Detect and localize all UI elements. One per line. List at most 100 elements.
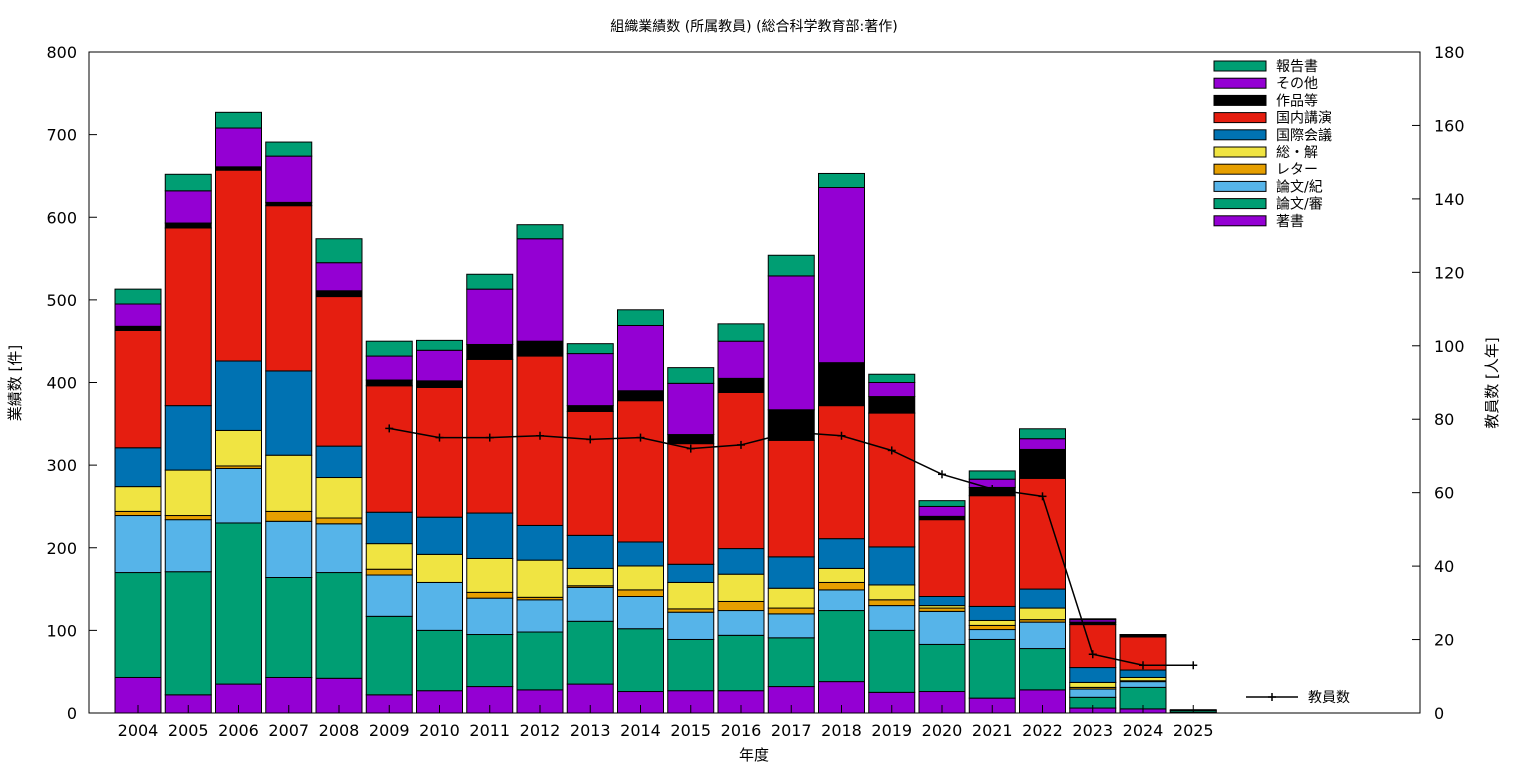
bar-segment-2016-s3	[717, 600, 765, 612]
y-tick-label: 700	[46, 126, 77, 145]
bar-segment-2012-s8	[516, 238, 564, 342]
bar-segment-2016-s2	[717, 610, 765, 636]
axes-layer: 0 100 200 300 400 500 600 700 800 0 20 40 60 80 100 120…	[46, 43, 1464, 740]
bar-segment-2005-s5	[164, 405, 212, 471]
bar-segment-2006-s1	[215, 522, 262, 685]
bar-segment-2021-s6	[968, 495, 1016, 607]
bar-segment-2012-s5	[516, 524, 564, 561]
y2-tick-label: 20	[1434, 631, 1454, 650]
bar-segment-2018-s4	[818, 567, 865, 583]
bar-segment-2006-s4	[215, 429, 262, 467]
bar-segment-2006-s6	[215, 169, 262, 362]
legend-item-5: 国際会議	[1213, 127, 1332, 144]
bar-segment-2016-s7	[717, 377, 765, 393]
bar-segment-2009-s2	[365, 574, 413, 617]
legend-label: 作品等	[1276, 92, 1318, 109]
bar-segment-2014-s9	[617, 309, 664, 326]
y-tick-label: 800	[46, 43, 77, 62]
bar-segment-2021-s4	[968, 619, 1016, 626]
x-tick-label: 2023	[1072, 721, 1113, 740]
bar-segment-2018-s3	[818, 581, 865, 591]
bar-segment-2011-s5	[466, 512, 514, 559]
y2-tick-label: 80	[1434, 410, 1454, 429]
bar-segment-2019-s3	[868, 599, 916, 607]
x-tick-label: 2008	[319, 721, 360, 740]
bar-segment-2004-s9	[114, 288, 162, 305]
legend-label: 総・解	[1276, 145, 1318, 161]
bar-segment-2004-s3	[114, 510, 162, 517]
bar-segment-2006-s9	[215, 111, 262, 129]
bar-segment-2005-s1	[164, 571, 212, 696]
bar-segment-2006-s8	[215, 127, 262, 168]
bar-segment-2015-s8	[667, 382, 715, 436]
bar-segment-2017-s6	[767, 439, 815, 558]
x-tick-label: 2024	[1123, 721, 1164, 740]
bar-segment-2007-s4	[265, 454, 313, 512]
faculty-count-point-2018	[837, 431, 846, 440]
y-tick-label: 0	[67, 704, 77, 723]
faculty-count-point-2009	[385, 424, 394, 433]
bar-segment-2017-s8	[767, 275, 815, 411]
bar-segment-2004-s8	[114, 303, 162, 327]
x-axis-title: 年度	[739, 746, 769, 764]
bar-segment-2008-s3	[315, 517, 363, 525]
legend-swatch	[1213, 146, 1267, 158]
bar-segment-2021-s3	[968, 624, 1016, 631]
x-tick-label: 2009	[369, 721, 410, 740]
bar-segment-2023-s5	[1069, 667, 1117, 683]
faculty-count-point-2019	[887, 446, 896, 455]
bar-segment-2018-s6	[818, 405, 865, 540]
bar-segment-2010-s2	[416, 581, 463, 631]
bar-segment-2012-s6	[516, 355, 564, 526]
x-tick-label: 2015	[670, 721, 711, 740]
legend-swatch	[1213, 112, 1267, 124]
y2-tick-label: 100	[1434, 337, 1465, 356]
bar-segment-2005-s7	[164, 222, 212, 229]
bar-segment-2011-s8	[466, 288, 514, 345]
bar-segment-2018-s1	[818, 610, 865, 683]
bar-segment-2021-s5	[968, 605, 1016, 621]
bar-segment-2014-s1	[617, 628, 664, 693]
x-tick-label: 2006	[218, 721, 259, 740]
bar-segment-2010-s8	[416, 349, 463, 382]
x-tick-label: 2016	[721, 721, 762, 740]
bar-segment-2013-s2	[566, 586, 614, 622]
bar-segment-2007-s1	[265, 577, 313, 678]
bar-segment-2020-s2	[918, 610, 966, 645]
bar-segment-2013-s1	[566, 620, 614, 685]
bar-segment-2015-s7	[667, 434, 715, 445]
bar-segment-2004-s2	[114, 515, 162, 574]
bar-segment-2022-s7	[1019, 448, 1066, 479]
bar-segment-2023-s6	[1069, 624, 1117, 669]
bar-segment-2018-s9	[818, 172, 865, 189]
legend-label: 論文/審	[1276, 197, 1323, 213]
bar-segment-2023-s2	[1069, 688, 1117, 698]
bar-segment-2019-s6	[868, 412, 916, 548]
bar-segment-2019-s9	[868, 373, 916, 383]
faculty-count-point-2022	[1038, 492, 1047, 501]
bar-segment-2017-s4	[767, 587, 815, 609]
faculty-count-point-2020	[938, 470, 946, 479]
bar-segment-2005-s2	[164, 519, 212, 573]
bar-segment-2015-s4	[667, 581, 715, 610]
y2-tick-label: 120	[1434, 263, 1465, 282]
bar-segment-2010-s4	[416, 553, 463, 583]
bar-segment-2010-s9	[416, 339, 463, 351]
y2-tick-label: 0	[1434, 704, 1444, 723]
bar-segment-2022-s2	[1019, 621, 1066, 650]
legend-swatch	[1213, 163, 1267, 175]
legend-label: 論文/紀	[1276, 179, 1323, 195]
legend-swatch	[1213, 215, 1267, 227]
y-tick-label: 400	[46, 374, 77, 393]
bar-segment-2009-s9	[365, 340, 413, 357]
bar-segment-2010-s5	[416, 516, 463, 555]
legend-item-3: レター	[1213, 162, 1318, 178]
bar-segment-2007-s6	[265, 205, 313, 372]
bar-segment-2020-s1	[918, 643, 966, 693]
x-tick-label: 2025	[1173, 721, 1214, 740]
bar-segment-2011-s9	[466, 273, 514, 290]
y2-tick-label: 180	[1434, 43, 1465, 62]
x-tick-label: 2011	[469, 721, 510, 740]
